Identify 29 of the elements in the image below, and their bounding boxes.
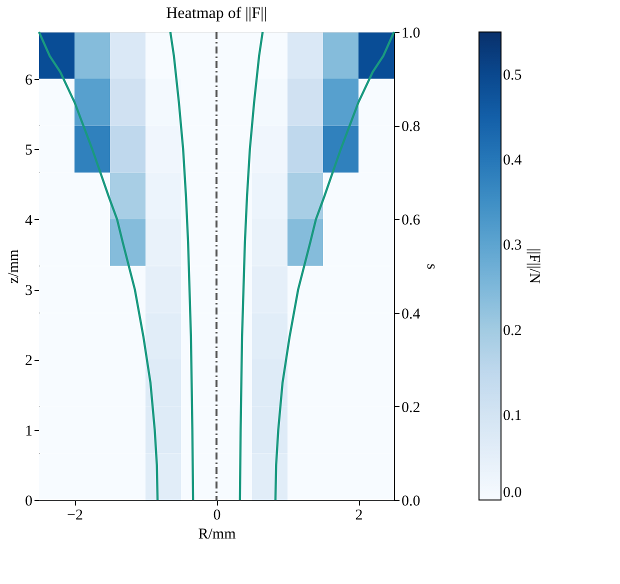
x-tick-label: −2 bbox=[67, 508, 83, 524]
y2-tick-label: 0.0 bbox=[402, 494, 420, 510]
y2-tick-label: 1.0 bbox=[402, 26, 420, 42]
color-bar-label: 0.2 bbox=[503, 322, 522, 339]
y-tick-label: 1 bbox=[25, 423, 32, 440]
y-tick-label: 3 bbox=[25, 283, 32, 300]
y-tick-label: 2 bbox=[25, 353, 32, 370]
y-axis-title: z/mm bbox=[6, 249, 22, 284]
x-axis-title: R/mm bbox=[198, 526, 236, 542]
y-tick-label: 0 bbox=[25, 494, 32, 510]
x-tick-label: 2 bbox=[355, 508, 363, 524]
color-bar-label: 0.0 bbox=[503, 485, 522, 501]
y2-tick-label: 0.2 bbox=[402, 400, 420, 416]
line-series bbox=[238, 30, 264, 502]
y-tick-label: 4 bbox=[25, 212, 33, 229]
y2-axis-title: s bbox=[423, 264, 440, 270]
color-bar-label: 0.3 bbox=[503, 238, 522, 254]
y-tick-label: 6 bbox=[25, 72, 33, 89]
color-bar-label: 0.1 bbox=[503, 408, 522, 424]
y2-tick-label: 0.4 bbox=[402, 306, 421, 322]
color-bar-label: 0.5 bbox=[503, 68, 522, 84]
y-tick-label: 5 bbox=[25, 142, 32, 159]
y2-tick-label: 0.8 bbox=[402, 119, 420, 136]
color-bar-label: 0.4 bbox=[503, 152, 522, 169]
y2-tick-label: 0.6 bbox=[402, 212, 421, 229]
chart-title: Heatmap of ||F|| bbox=[166, 5, 267, 22]
x-tick-label: 0 bbox=[213, 508, 221, 524]
color-bar-title: ||F||/N bbox=[526, 248, 542, 284]
line-series bbox=[169, 30, 194, 502]
